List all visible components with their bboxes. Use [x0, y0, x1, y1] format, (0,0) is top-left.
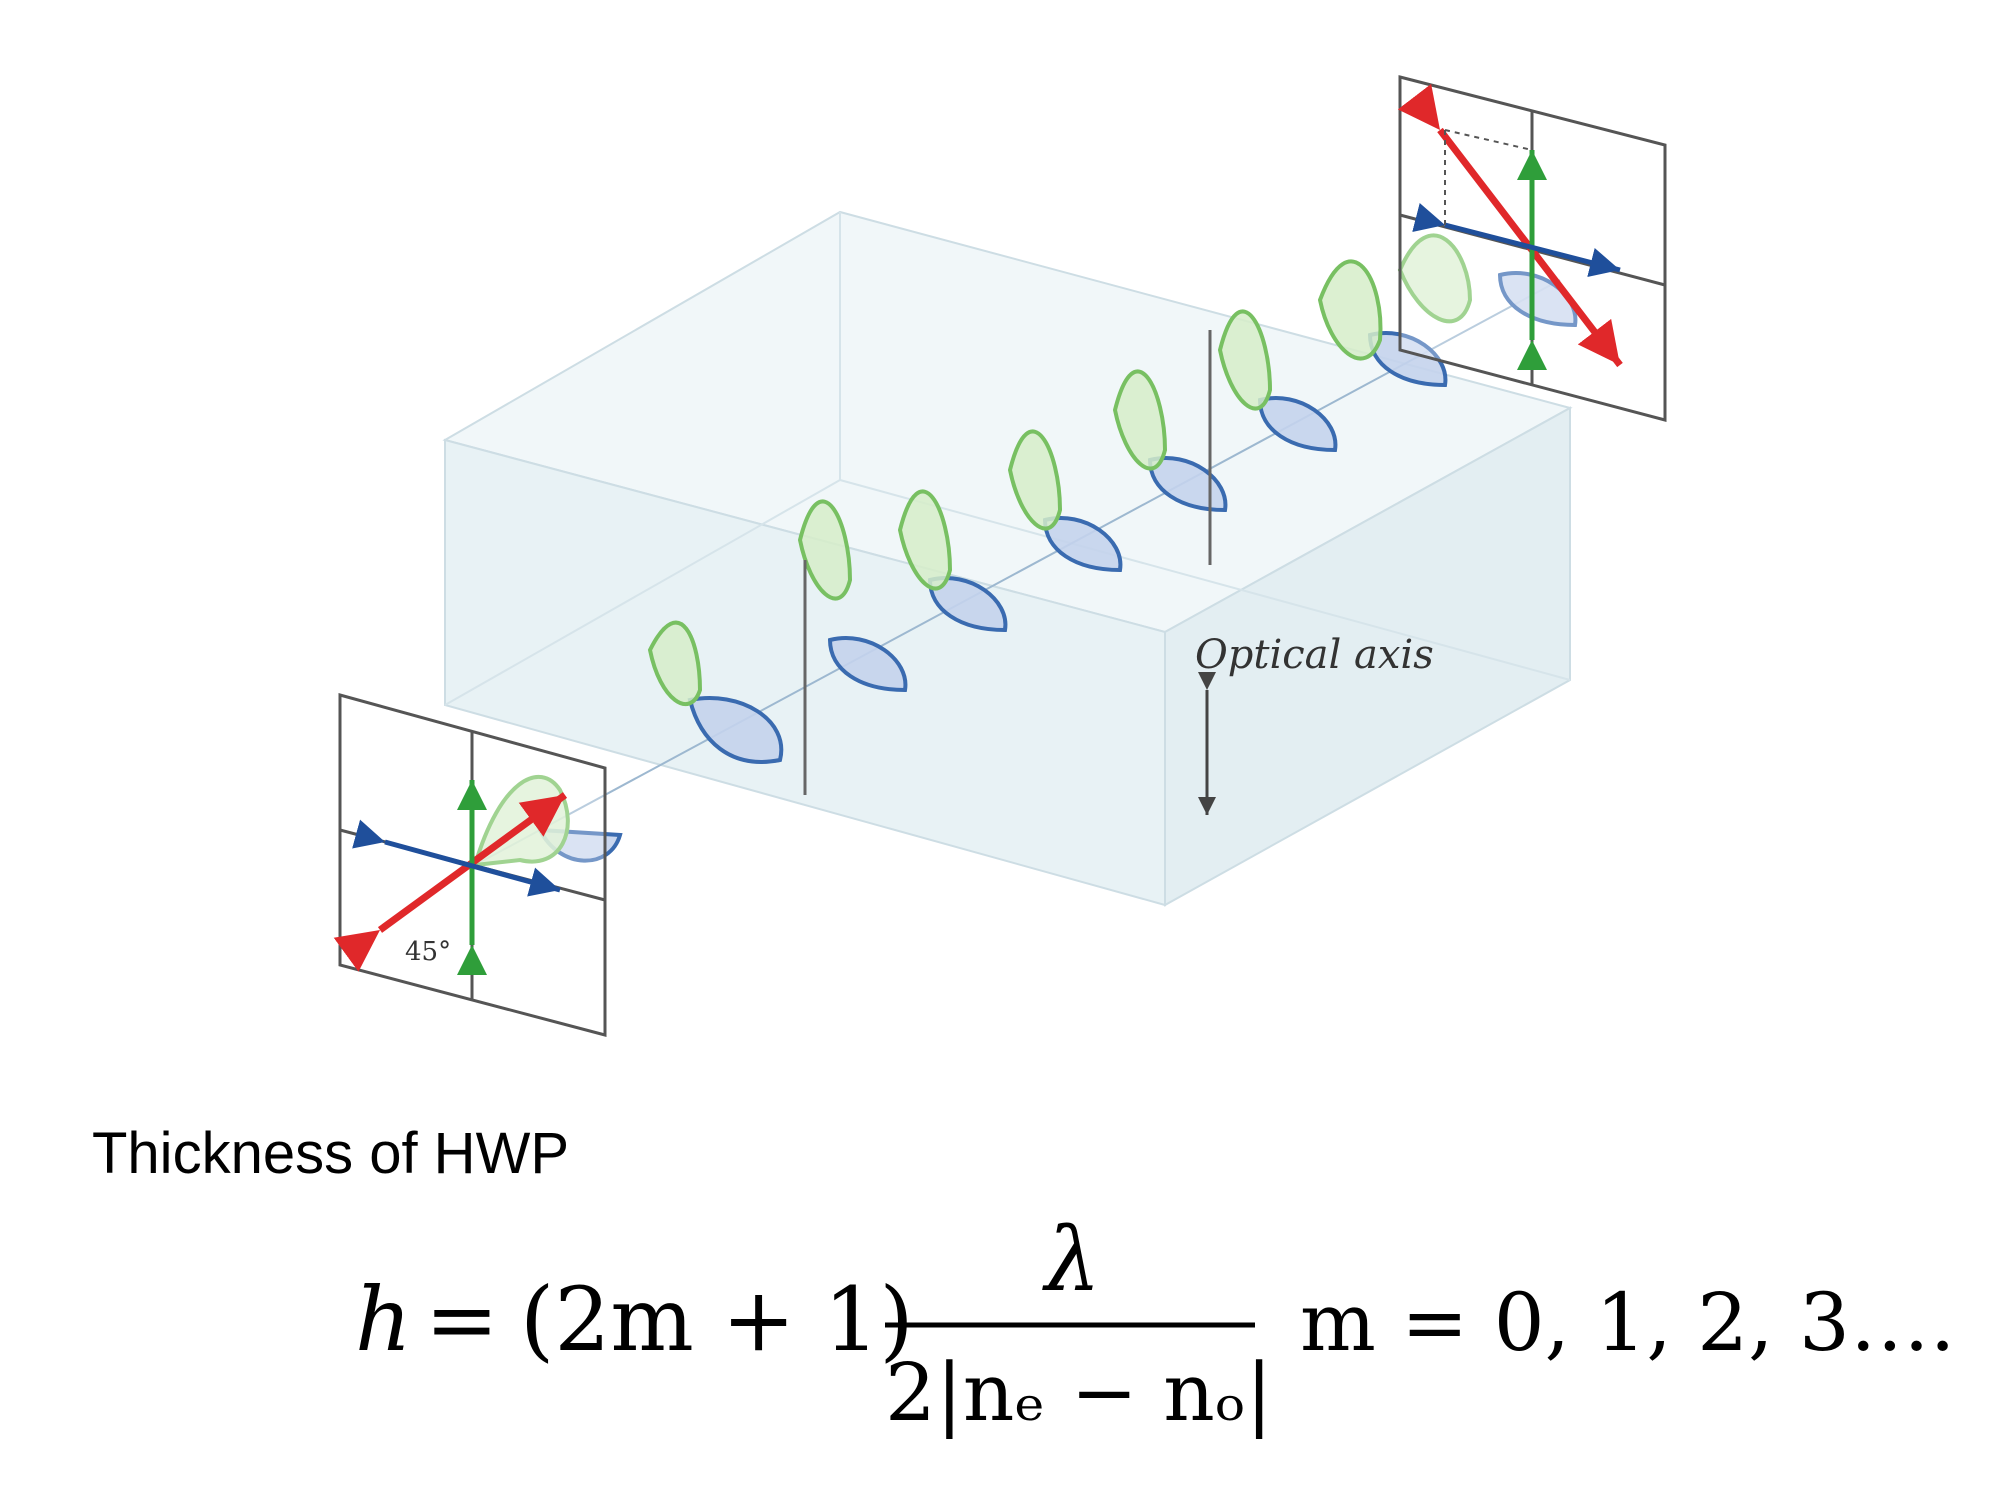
equation-condition: m = 0, 1, 2, 3…. [1300, 1276, 1955, 1369]
equation-numerator: λ [1042, 1208, 1101, 1311]
equation-lhs: h [355, 1268, 412, 1371]
caption-heading: Thickness of HWP [92, 1121, 569, 1186]
equation-factor: (2m + 1) [520, 1268, 914, 1371]
angle-label: 45° [405, 937, 451, 967]
input-polarization-frame: 45° [333, 693, 607, 1037]
hwp-thickness-equation: h = (2m + 1) λ 2|nₑ − nₒ| m = 0, 1, 2, 3… [355, 1208, 1955, 1439]
input-blue-arrow [352, 819, 561, 897]
output-blue-arrow [1412, 203, 1621, 278]
equation-equals: = [425, 1268, 499, 1371]
output-polarization-frame [1397, 75, 1667, 422]
equation-denominator: 2|nₑ − nₒ| [885, 1346, 1273, 1439]
propagation-axis [474, 279, 1561, 866]
optical-axis-label: Optical axis [1195, 632, 1434, 678]
